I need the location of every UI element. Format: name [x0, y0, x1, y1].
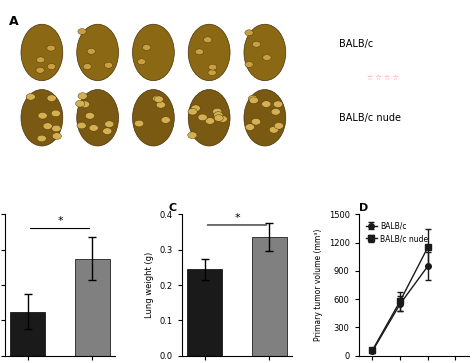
Ellipse shape: [132, 24, 174, 81]
Ellipse shape: [78, 93, 87, 99]
Y-axis label: Primary tumor volume (mm³): Primary tumor volume (mm³): [314, 229, 323, 341]
Ellipse shape: [213, 108, 222, 115]
Ellipse shape: [154, 96, 164, 103]
Ellipse shape: [244, 90, 286, 146]
Ellipse shape: [52, 125, 61, 132]
Ellipse shape: [47, 45, 55, 51]
Ellipse shape: [38, 112, 47, 119]
Ellipse shape: [274, 123, 283, 129]
Ellipse shape: [78, 29, 86, 34]
Ellipse shape: [203, 37, 212, 43]
Ellipse shape: [161, 117, 170, 123]
Text: *: *: [234, 213, 240, 223]
Text: ☆ ☆ ☆ ☆: ☆ ☆ ☆ ☆: [367, 75, 399, 81]
Ellipse shape: [87, 48, 95, 54]
Ellipse shape: [269, 126, 279, 133]
Ellipse shape: [249, 97, 258, 103]
Ellipse shape: [188, 132, 197, 139]
Ellipse shape: [245, 30, 253, 36]
Ellipse shape: [21, 24, 63, 81]
Ellipse shape: [36, 67, 45, 73]
Ellipse shape: [80, 101, 90, 108]
Text: D: D: [359, 203, 368, 213]
Ellipse shape: [85, 113, 94, 119]
Ellipse shape: [77, 24, 118, 81]
Ellipse shape: [153, 95, 162, 102]
Ellipse shape: [47, 95, 56, 102]
Bar: [10, 311, 46, 356]
Text: A: A: [9, 15, 19, 28]
Ellipse shape: [75, 101, 85, 107]
Bar: [252, 237, 287, 356]
Ellipse shape: [245, 61, 253, 68]
Ellipse shape: [188, 90, 230, 146]
Ellipse shape: [52, 133, 62, 139]
Ellipse shape: [142, 45, 151, 50]
Ellipse shape: [263, 54, 271, 61]
Ellipse shape: [43, 123, 52, 130]
Ellipse shape: [89, 125, 99, 131]
Ellipse shape: [262, 101, 271, 107]
Ellipse shape: [77, 122, 86, 129]
Ellipse shape: [77, 90, 118, 146]
Text: BALB/c nude: BALB/c nude: [339, 113, 401, 123]
Ellipse shape: [251, 118, 261, 125]
Bar: [187, 269, 222, 356]
Ellipse shape: [252, 41, 261, 47]
Ellipse shape: [191, 105, 201, 111]
Ellipse shape: [51, 110, 61, 117]
Ellipse shape: [198, 114, 207, 121]
Ellipse shape: [26, 94, 36, 100]
Ellipse shape: [271, 109, 281, 115]
Ellipse shape: [244, 24, 286, 81]
Ellipse shape: [21, 90, 63, 146]
Ellipse shape: [83, 64, 91, 70]
Text: C: C: [169, 203, 177, 213]
Text: *: *: [57, 216, 63, 226]
Ellipse shape: [209, 64, 217, 70]
Ellipse shape: [102, 128, 112, 135]
Ellipse shape: [37, 135, 46, 142]
Ellipse shape: [195, 49, 203, 55]
Ellipse shape: [188, 24, 230, 81]
Ellipse shape: [214, 115, 223, 121]
Ellipse shape: [188, 108, 197, 115]
Y-axis label: Lung weight (g): Lung weight (g): [145, 252, 154, 318]
Ellipse shape: [47, 64, 56, 70]
Ellipse shape: [156, 102, 165, 108]
Text: BALB/c: BALB/c: [339, 38, 374, 49]
Ellipse shape: [137, 59, 146, 65]
Ellipse shape: [208, 70, 216, 76]
Ellipse shape: [273, 101, 283, 107]
Bar: [74, 258, 110, 356]
Ellipse shape: [214, 112, 223, 118]
Ellipse shape: [205, 118, 215, 124]
Ellipse shape: [104, 62, 113, 68]
Ellipse shape: [36, 57, 45, 63]
Ellipse shape: [248, 95, 257, 102]
Ellipse shape: [105, 121, 114, 127]
Ellipse shape: [218, 116, 228, 122]
Ellipse shape: [135, 120, 144, 127]
Ellipse shape: [245, 124, 255, 130]
Ellipse shape: [132, 90, 174, 146]
Legend: BALB/c, BALB/c nude: BALB/c, BALB/c nude: [363, 218, 431, 246]
